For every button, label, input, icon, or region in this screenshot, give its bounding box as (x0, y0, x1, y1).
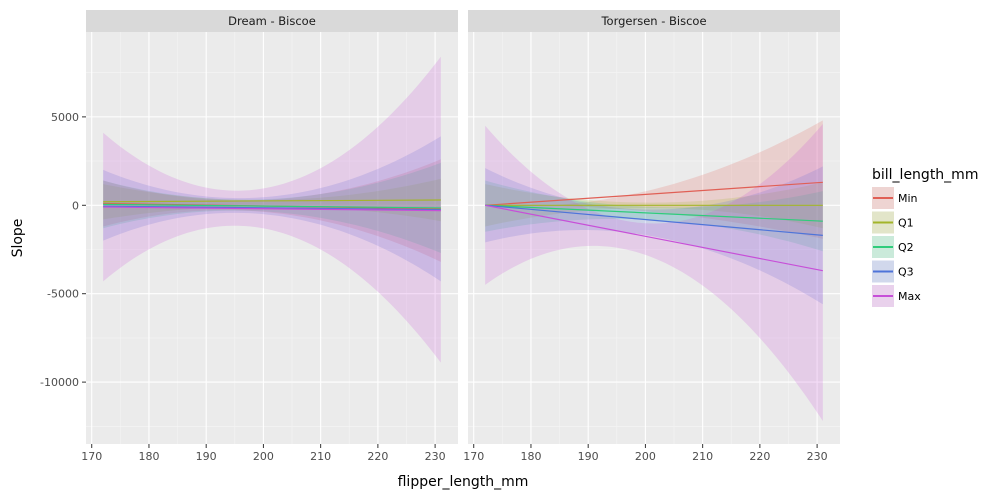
y-tick-label: -10000 (40, 376, 79, 389)
series-line-max (485, 204, 823, 272)
legend-label: Q3 (898, 266, 914, 279)
legend: bill_length_mm Min Q1 Q2 Q3 Max (872, 167, 978, 307)
y-tick-label: -5000 (47, 288, 79, 301)
series-line-q2 (103, 203, 441, 209)
facet-strip-label: Dream - Biscoe (228, 14, 316, 28)
x-tick-label: 210 (310, 450, 331, 463)
facet-panel-1: Dream - Biscoe 170 180 190 200 210 220 230 (81, 10, 458, 463)
y-tick-label: 0 (72, 199, 79, 212)
x-tick-label: 220 (749, 450, 770, 463)
legend-label: Q1 (898, 217, 914, 230)
x-axis-title: flipper_length_mm (398, 474, 529, 490)
series-line-q2 (485, 204, 823, 222)
x-tick-label: 180 (138, 450, 159, 463)
x-tick-label: 230 (425, 450, 446, 463)
series-line-min (485, 181, 823, 206)
x-tick-label: 230 (807, 450, 828, 463)
legend-item-q1: Q1 (872, 211, 914, 234)
y-tick-label: 5000 (51, 111, 79, 124)
x-tick-label: 170 (463, 450, 484, 463)
legend-label: Min (898, 192, 918, 205)
ribbon-q3 (485, 166, 823, 305)
legend-item-min: Min (872, 187, 918, 209)
panel-background (86, 32, 458, 444)
series-line-q3 (485, 204, 823, 236)
y-axis-title: Slope (10, 219, 26, 258)
legend-title: bill_length_mm (872, 167, 978, 183)
x-tick-label: 190 (578, 450, 599, 463)
ribbon-q2 (485, 180, 823, 252)
x-tick-label: 170 (81, 450, 102, 463)
ribbon-min (485, 120, 823, 239)
facet-strip (86, 10, 458, 32)
facet-strip-label: Torgersen - Biscoe (600, 14, 706, 28)
x-tick-label: 220 (367, 450, 388, 463)
legend-item-q2: Q2 (872, 236, 914, 258)
facet-strip (468, 10, 840, 32)
x-tick-label: 200 (635, 450, 656, 463)
legend-label: Q2 (898, 241, 914, 254)
x-tick-label: 180 (520, 450, 541, 463)
legend-item-q3: Q3 (872, 260, 914, 283)
facet-panel-2: Torgersen - Biscoe 170 180 190 200 210 220 230 (463, 10, 840, 463)
ribbon-max (103, 56, 441, 363)
series-line-max (103, 206, 441, 212)
x-tick-label: 200 (253, 450, 274, 463)
x-tick-label: 210 (692, 450, 713, 463)
ribbon-min (103, 159, 441, 262)
ribbon-max (485, 123, 823, 422)
x-tick-label: 190 (196, 450, 217, 463)
legend-item-max: Max (872, 285, 921, 307)
series-line-q3 (103, 205, 441, 211)
legend-label: Max (898, 290, 921, 303)
series-line-q1 (103, 199, 441, 203)
